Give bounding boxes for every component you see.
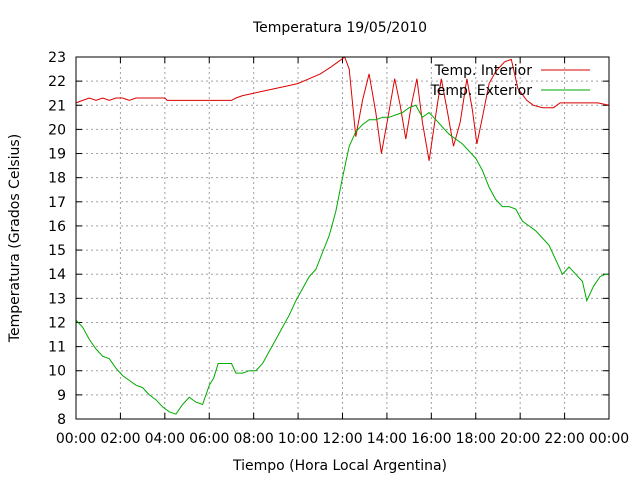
x-tick-label: 10:00 <box>278 431 318 447</box>
y-tick-label: 13 <box>48 291 66 307</box>
legend: Temp. Interior Temp. Exterior <box>430 63 590 99</box>
y-tick-label: 20 <box>48 122 66 138</box>
x-tick-label: 00:00 <box>589 431 629 447</box>
x-tick-label: 16:00 <box>411 431 451 447</box>
x-axis-ticks: 00:00 02:00 04:00 06:00 08:00 10:00 12:00 14:00… <box>56 57 629 447</box>
y-tick-label: 22 <box>48 74 66 90</box>
y-tick-label: 19 <box>48 147 66 163</box>
legend-label-interior: Temp. Interior <box>434 63 533 79</box>
y-tick-label: 14 <box>48 267 66 283</box>
x-tick-label: 14:00 <box>367 431 407 447</box>
y-tick-label: 12 <box>48 315 66 331</box>
series-line-exterior <box>75 104 609 415</box>
y-tick-label: 11 <box>48 340 66 356</box>
y-tick-label: 18 <box>48 171 66 187</box>
y-tick-label: 21 <box>48 98 66 114</box>
y-tick-label: 8 <box>57 412 66 428</box>
y-axis-ticks: 8 9 10 11 12 13 14 15 16 17 18 19 20 21 22 23 <box>48 50 609 428</box>
chart-title: Temperatura 19/05/2010 <box>252 20 427 36</box>
y-tick-label: 23 <box>48 50 66 66</box>
x-tick-label: 22:00 <box>544 431 584 447</box>
y-tick-label: 16 <box>48 219 66 235</box>
y-tick-label: 15 <box>48 243 66 259</box>
x-tick-label: 04:00 <box>145 431 185 447</box>
x-tick-label: 08:00 <box>233 431 273 447</box>
y-tick-label: 9 <box>57 388 66 404</box>
x-tick-label: 02:00 <box>100 431 140 447</box>
series-line-interior <box>75 56 610 161</box>
x-axis-label: Tiempo (Hora Local Argentina) <box>232 458 447 474</box>
x-tick-label: 06:00 <box>189 431 229 447</box>
y-axis-label: Temperatura (Grados Celsius) <box>7 134 23 343</box>
x-tick-label: 18:00 <box>456 431 496 447</box>
x-tick-label: 20:00 <box>500 431 540 447</box>
plot-frame <box>75 56 610 420</box>
series-lines <box>75 56 610 415</box>
y-tick-label: 10 <box>48 364 66 380</box>
x-tick-label: 12:00 <box>322 431 362 447</box>
y-tick-label: 17 <box>48 195 66 211</box>
legend-label-exterior: Temp. Exterior <box>430 83 533 99</box>
x-tick-label: 00:00 <box>56 431 96 447</box>
